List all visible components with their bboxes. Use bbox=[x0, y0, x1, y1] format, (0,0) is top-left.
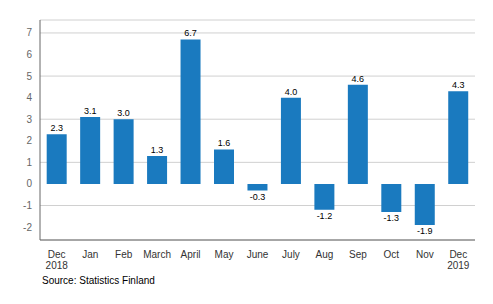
svg-text:March: March bbox=[143, 249, 171, 260]
svg-text:Jan: Jan bbox=[82, 249, 98, 260]
html-text:Source: Statistics Finland: Source: Statistics Finland bbox=[42, 275, 155, 286]
svg-text:2.3: 2.3 bbox=[50, 123, 63, 133]
svg-text:7: 7 bbox=[26, 27, 32, 38]
svg-text:Nov: Nov bbox=[416, 249, 434, 260]
svg-text:April: April bbox=[181, 249, 201, 260]
svg-text:6: 6 bbox=[26, 49, 32, 60]
svg-text:Feb: Feb bbox=[115, 249, 133, 260]
svg-text:0: 0 bbox=[26, 178, 32, 189]
svg-text:-1.9: -1.9 bbox=[417, 226, 433, 236]
svg-text:3: 3 bbox=[26, 114, 32, 125]
svg-text:Dec2018: Dec2018 bbox=[46, 249, 69, 271]
svg-text:-1.3: -1.3 bbox=[384, 213, 400, 223]
svg-text:Sep: Sep bbox=[349, 249, 367, 260]
svg-text:1.3: 1.3 bbox=[151, 145, 164, 155]
svg-text:1: 1 bbox=[26, 157, 32, 168]
svg-text:Dec2019: Dec2019 bbox=[447, 249, 470, 271]
svg-text:4.3: 4.3 bbox=[452, 80, 465, 90]
svg-text:Oct: Oct bbox=[384, 249, 400, 260]
svg-text:6.7: 6.7 bbox=[184, 28, 197, 38]
svg-text:1.6: 1.6 bbox=[218, 138, 231, 148]
svg-text:-2: -2 bbox=[23, 222, 32, 233]
svg-text:-1.2: -1.2 bbox=[317, 211, 333, 221]
svg-text:Aug: Aug bbox=[316, 249, 334, 260]
svg-text:3.0: 3.0 bbox=[117, 108, 130, 118]
svg-text:4.0: 4.0 bbox=[285, 87, 298, 97]
svg-text:-1: -1 bbox=[23, 200, 32, 211]
svg-text:4: 4 bbox=[26, 92, 32, 103]
svg-text:July: July bbox=[282, 249, 300, 260]
svg-text:5: 5 bbox=[26, 71, 32, 82]
svg-text:4.6: 4.6 bbox=[352, 74, 365, 84]
svg-text:-0.3: -0.3 bbox=[250, 192, 266, 202]
svg-text:2: 2 bbox=[26, 135, 32, 146]
svg-text:May: May bbox=[215, 249, 234, 260]
svg-text:June: June bbox=[247, 249, 269, 260]
svg-text:3.1: 3.1 bbox=[84, 106, 97, 116]
